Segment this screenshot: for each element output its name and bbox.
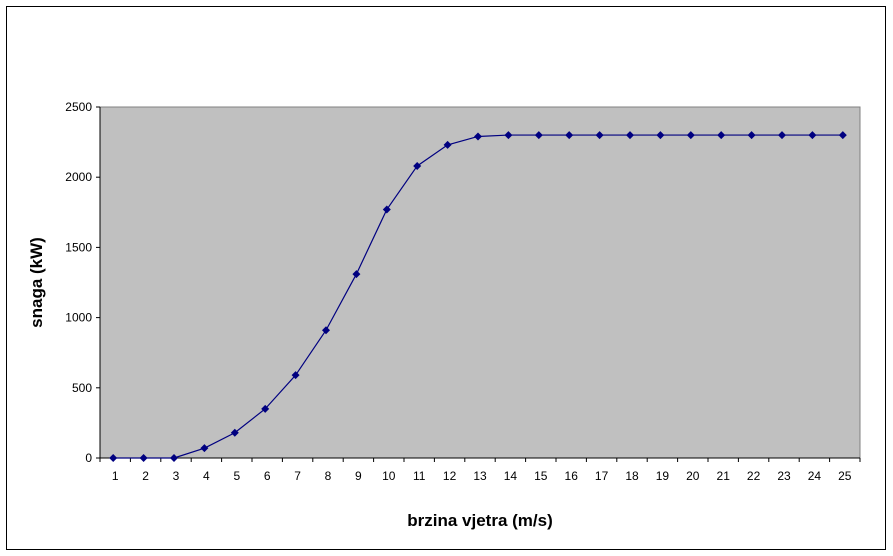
y-tick-label: 1000 [65, 311, 92, 325]
x-tick-label: 5 [233, 469, 240, 483]
x-tick-label: 7 [294, 469, 301, 483]
data-point [778, 131, 786, 140]
x-tick-label: 19 [656, 469, 670, 483]
data-point [565, 131, 574, 140]
plot-area [99, 106, 861, 459]
series-layer [109, 131, 847, 462]
x-tick-label: 4 [203, 469, 210, 483]
data-point [504, 131, 513, 140]
data-point [534, 131, 543, 140]
x-tick-label: 22 [747, 469, 761, 483]
data-point [717, 131, 726, 140]
x-tick-label: 13 [473, 469, 487, 483]
data-point [626, 131, 634, 140]
axes [99, 107, 860, 459]
x-tick-label: 16 [565, 469, 579, 483]
x-tick-label: 6 [264, 469, 271, 483]
x-tick-label: 11 [413, 469, 426, 483]
x-tick-label: 17 [595, 469, 609, 483]
data-point [170, 454, 178, 462]
x-tick-label: 2 [142, 469, 149, 483]
data-point [595, 131, 604, 140]
x-tick-label: 15 [534, 469, 548, 483]
x-axis-title: brzina vjetra (m/s) [407, 511, 553, 530]
data-point [838, 131, 847, 140]
data-point [443, 140, 452, 149]
data-point [656, 131, 665, 140]
data-point [322, 326, 330, 335]
data-point [747, 131, 756, 140]
x-tick-label: 20 [686, 469, 700, 483]
x-tick-label: 12 [443, 469, 457, 483]
data-point [261, 404, 270, 413]
data-point [686, 131, 695, 140]
x-tick-label: 9 [355, 469, 362, 483]
data-point [352, 270, 361, 279]
y-axis-title: snaga (kW) [27, 237, 46, 328]
y-tick-label: 500 [72, 381, 92, 395]
x-tick-label: 21 [717, 469, 731, 483]
x-tick-label: 1 [112, 469, 119, 483]
data-point [200, 444, 209, 453]
data-point [139, 454, 148, 462]
x-axis-ticks: 1 2 3 4 5 6 7 8 9 10 11 12 13 14 15 16 17 18 19 20 21 22 23 24 2… [99, 458, 861, 483]
data-point [808, 131, 817, 140]
x-tick-label: 3 [173, 469, 180, 483]
y-tick-label: 0 [85, 451, 92, 465]
data-point [382, 205, 391, 214]
y-tick-label: 2000 [65, 170, 92, 184]
y-tick-label: 2500 [65, 100, 92, 114]
y-tick-label: 1500 [65, 240, 92, 254]
data-point [413, 161, 422, 170]
data-point [474, 132, 482, 141]
data-point [230, 428, 239, 437]
y-axis-ticks: 0 500 1000 1500 2000 2500 [65, 100, 100, 465]
x-tick-label: 18 [625, 469, 639, 483]
x-tick-label: 24 [808, 469, 822, 483]
data-point [109, 454, 118, 462]
data-point [291, 371, 300, 380]
x-tick-label: 10 [382, 469, 396, 483]
x-tick-label: 23 [777, 469, 791, 483]
x-tick-label: 8 [325, 469, 332, 483]
x-tick-label: 14 [504, 469, 518, 483]
x-tick-label: 25 [838, 469, 852, 483]
